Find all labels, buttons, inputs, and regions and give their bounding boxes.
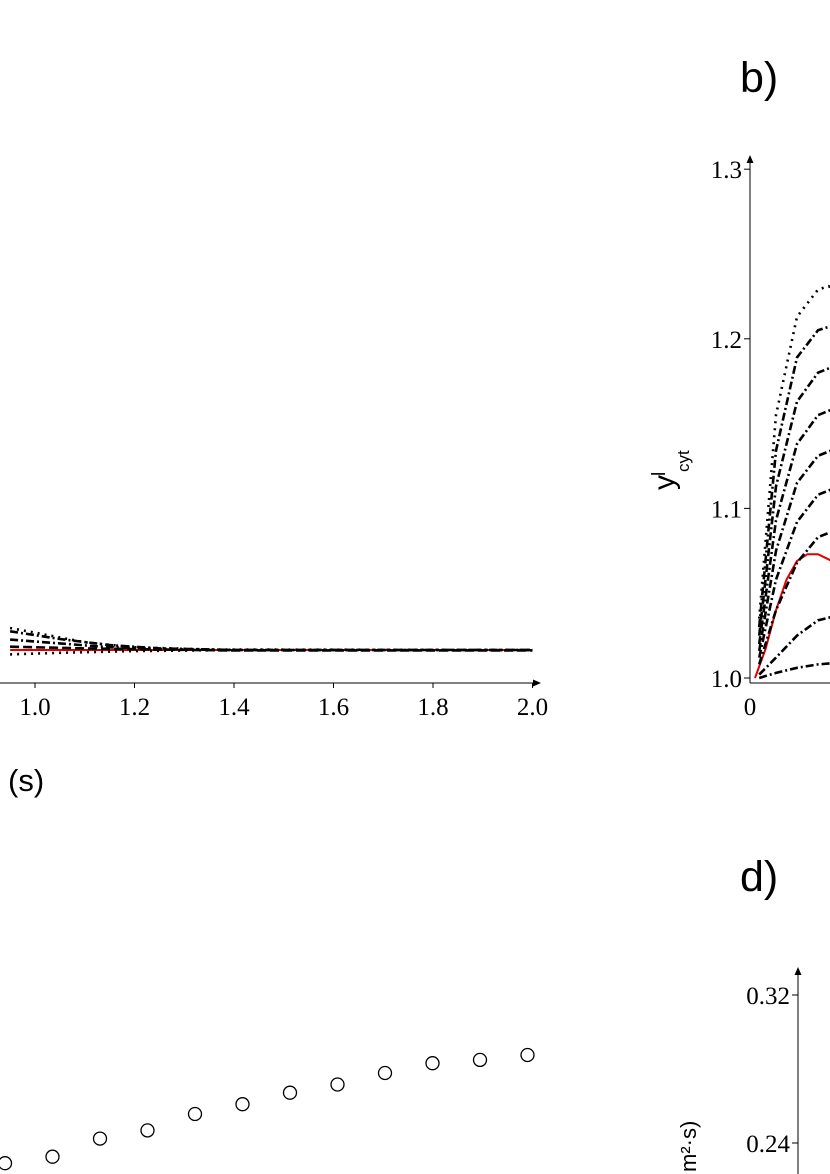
panel-b-y-tick-label: 1.0 <box>711 666 742 693</box>
panel-c-data-point <box>520 1047 535 1063</box>
panel-d-y-tick-label: 0.32 <box>746 983 790 1010</box>
panel-a-x-tick-label: 1.6 <box>318 694 349 721</box>
panel-a-time-course: 1.0 1.2 1.4 1.6 1.8 2.0 (s) <box>0 626 548 798</box>
panel-d-y-axis-arrow <box>794 967 802 975</box>
panel-b-y-tick-label: 1.3 <box>711 157 742 184</box>
panel-b-series-2 <box>758 616 830 676</box>
panel-b-series-4 <box>757 488 830 658</box>
panel-b-y-tick-label: 1.2 <box>711 327 742 354</box>
panel-label-d: d) <box>740 853 778 901</box>
panel-b-y-axis-label: y l cyt <box>648 450 693 490</box>
panel-a-x-tick-label: 1.8 <box>417 694 448 721</box>
panel-b-y-axis-label-sup: l <box>649 472 670 476</box>
panel-a-x-axis-arrow <box>533 679 541 687</box>
panel-c-data-point <box>235 1097 250 1112</box>
panel-b-x-tick-label: 0 <box>744 694 757 721</box>
panel-c-data-point <box>282 1085 298 1100</box>
panel-d-y-axis-label: m²·s) <box>676 1121 701 1172</box>
panel-b-y-axis-label-main: y <box>648 475 681 490</box>
panel-d-y-tick-label: 0.24 <box>746 1131 790 1158</box>
panel-c-data-point <box>472 1052 488 1068</box>
panel-b-series-8 <box>757 325 830 628</box>
panel-c-data-point <box>0 1156 13 1171</box>
panel-c-data-point <box>140 1123 155 1138</box>
panel-b-y-axis-label-sub: cyt <box>674 450 693 472</box>
panel-c-data-point <box>330 1077 345 1092</box>
panel-c-data-point <box>45 1149 60 1164</box>
panel-a-series-5 <box>10 645 533 652</box>
panel-b-series-1 <box>758 662 830 680</box>
panel-c-scatter <box>0 1047 535 1171</box>
panel-d-flux: d) 0.24 0.32 m²·s) <box>676 853 802 1174</box>
panel-a-x-tick-label: 1.2 <box>119 694 150 721</box>
panel-c-data-point <box>92 1131 108 1146</box>
panel-c-data-point <box>187 1106 203 1122</box>
panel-a-x-tick-label: 1.0 <box>19 694 50 721</box>
panel-c-data-point <box>377 1065 393 1081</box>
panel-b-y-axis-arrow <box>746 155 754 163</box>
panel-a-series-4 <box>10 648 533 656</box>
panel-a-x-axis-label: (s) <box>8 763 44 798</box>
panel-label-b: b) <box>740 54 778 102</box>
panel-b-y-tick-label: 1.1 <box>711 496 742 523</box>
panel-a-x-tick-label: 1.4 <box>218 694 250 721</box>
panel-a-series-3 <box>9 626 533 652</box>
panel-c-data-point <box>425 1056 440 1071</box>
panel-b-cytosolic-ratio: b) 1.0 1.1 1.2 1.3 0 y l cyt <box>648 54 830 721</box>
panel-a-x-tick-label: 2.0 <box>517 694 548 721</box>
panel-b-series-5 <box>757 449 830 652</box>
panel-b-series-9 <box>757 284 830 619</box>
